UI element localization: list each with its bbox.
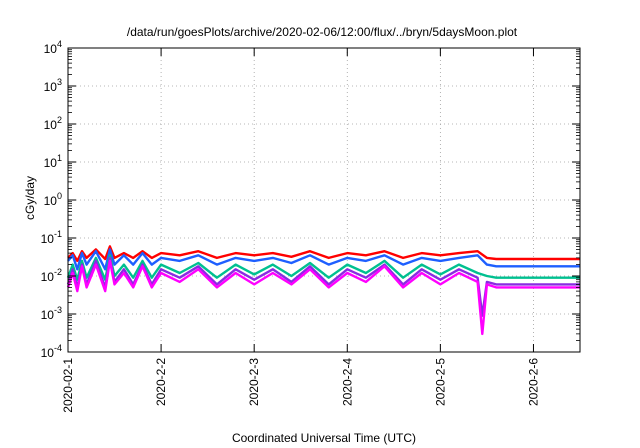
x-tick-label: 2020-2-5 — [433, 358, 447, 406]
y-tick-exponent: 4 — [57, 39, 62, 49]
plot-frame — [67, 47, 581, 353]
y-tick-label: 100 — [44, 191, 62, 208]
y-tick-exponent: -1 — [54, 229, 62, 239]
y-tick-label: 103 — [44, 77, 62, 94]
y-tick-base: 10 — [44, 156, 58, 170]
y-tick-exponent: -4 — [54, 343, 62, 353]
y-tick-label: 101 — [44, 153, 62, 170]
series-line-1 — [67, 248, 580, 271]
y-tick-exponent: 1 — [57, 153, 62, 163]
series-line-0 — [67, 245, 580, 263]
y-tick-label: 10-1 — [41, 229, 62, 246]
chart-title: /data/run/goesPlots/archive/2020-02-06/1… — [127, 25, 518, 39]
x-axis-label: Coordinated Universal Time (UTC) — [232, 431, 416, 445]
y-tick-base: 10 — [44, 194, 58, 208]
y-tick-base: 10 — [41, 232, 55, 246]
y-tick-exponent: 3 — [57, 77, 62, 87]
y-tick-exponent: -2 — [54, 267, 62, 277]
y-tick-label: 102 — [44, 115, 62, 132]
y-tick-label: 10-2 — [41, 267, 62, 284]
y-tick-base: 10 — [41, 346, 55, 360]
y-tick-base: 10 — [41, 308, 55, 322]
x-tick-label: 2020-2-4 — [340, 358, 354, 406]
y-tick-label: 10-4 — [41, 343, 62, 360]
data-series — [66, 245, 580, 336]
grid-lines — [68, 48, 580, 352]
series-line-4 — [66, 259, 580, 336]
y-tick-label: 104 — [44, 39, 62, 56]
y-axis-label: cGy/day — [23, 176, 37, 220]
x-tick-label: 2020-2-2 — [154, 358, 168, 406]
x-tick-label: 2020-02-1 — [61, 358, 75, 413]
y-tick-base: 10 — [41, 270, 55, 284]
x-tick-label: 2020-2-6 — [526, 358, 540, 406]
y-tick-base: 10 — [44, 118, 58, 132]
y-tick-exponent: 0 — [57, 191, 62, 201]
y-tick-base: 10 — [44, 80, 58, 94]
y-tick-exponent: 2 — [57, 115, 62, 125]
x-tick-label: 2020-2-3 — [247, 358, 261, 406]
y-tick-exponent: -3 — [54, 305, 62, 315]
y-tick-label: 10-3 — [41, 305, 62, 322]
axes: 10-410-310-210-11001011021031042020-02-1… — [41, 39, 581, 413]
y-tick-base: 10 — [44, 42, 58, 56]
